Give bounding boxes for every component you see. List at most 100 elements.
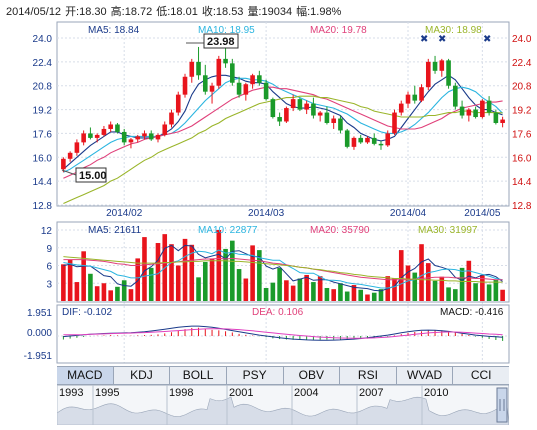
candlestick[interactable] xyxy=(142,130,147,140)
volume-bar[interactable] xyxy=(223,248,228,301)
candlestick[interactable] xyxy=(243,82,249,101)
volume-bar[interactable] xyxy=(344,291,350,301)
candlestick[interactable] xyxy=(311,97,316,119)
candlestick[interactable] xyxy=(344,128,350,149)
volume-bar[interactable] xyxy=(128,289,134,301)
volume-bar[interactable] xyxy=(405,265,411,302)
volume-bar[interactable] xyxy=(324,287,330,301)
volume-bar[interactable] xyxy=(142,237,147,301)
candlestick[interactable] xyxy=(263,79,269,101)
candlestick[interactable] xyxy=(162,121,168,137)
candlestick[interactable] xyxy=(182,73,188,98)
volume-bar[interactable] xyxy=(446,287,451,301)
volume-bar[interactable] xyxy=(317,276,323,301)
candlestick[interactable] xyxy=(439,58,445,77)
volume-bar[interactable] xyxy=(480,274,485,301)
candlestick[interactable] xyxy=(466,108,472,122)
volume-bar[interactable] xyxy=(74,282,80,301)
candlestick[interactable] xyxy=(453,82,458,110)
volume-bar[interactable] xyxy=(209,258,215,301)
candlestick[interactable] xyxy=(202,64,208,95)
volume-bar[interactable] xyxy=(331,289,336,301)
volume-bar[interactable] xyxy=(453,289,458,301)
volume-bar[interactable] xyxy=(67,259,73,301)
volume-bar[interactable] xyxy=(486,284,492,301)
candlestick[interactable] xyxy=(236,76,242,98)
volume-bar[interactable] xyxy=(412,272,418,301)
volume-bar[interactable] xyxy=(189,244,195,301)
candlestick[interactable] xyxy=(446,58,451,89)
candlestick[interactable] xyxy=(88,127,93,140)
volume-bar[interactable] xyxy=(115,286,120,301)
candlestick[interactable] xyxy=(459,100,465,119)
volume-bar[interactable] xyxy=(371,292,377,301)
event-star-icon[interactable]: ✖ xyxy=(483,34,491,45)
candlestick[interactable] xyxy=(432,55,438,74)
candlestick[interactable] xyxy=(74,139,80,156)
candlestick[interactable] xyxy=(385,130,391,147)
volume-bar[interactable] xyxy=(121,280,127,301)
candlestick[interactable] xyxy=(108,121,113,132)
volume-bar[interactable] xyxy=(216,230,222,301)
tab-kdj[interactable]: KDJ xyxy=(114,367,171,384)
volume-bar[interactable] xyxy=(419,244,424,301)
tab-cci[interactable]: CCI xyxy=(470,368,492,382)
candlestick[interactable] xyxy=(290,94,296,112)
candlestick[interactable] xyxy=(169,109,174,128)
candlestick[interactable] xyxy=(135,134,141,143)
candlestick[interactable] xyxy=(378,140,384,150)
candlestick[interactable] xyxy=(493,109,499,125)
candlestick[interactable] xyxy=(270,97,276,119)
volume-bar[interactable] xyxy=(196,277,201,301)
candlestick[interactable] xyxy=(324,106,330,125)
volume-bar[interactable] xyxy=(175,265,181,302)
candlestick[interactable] xyxy=(412,85,418,104)
volume-bar[interactable] xyxy=(236,269,242,301)
candlestick[interactable] xyxy=(331,115,336,129)
tab-macd[interactable]: MACD xyxy=(57,367,114,384)
volume-bar[interactable] xyxy=(277,267,282,301)
candlestick[interactable] xyxy=(304,100,309,115)
candlestick[interactable] xyxy=(284,106,289,123)
candlestick[interactable] xyxy=(419,84,424,103)
volume-bar[interactable] xyxy=(493,279,499,301)
volume-bar[interactable] xyxy=(108,290,113,301)
candlestick[interactable] xyxy=(405,91,411,109)
volume-bar[interactable] xyxy=(182,238,188,301)
candlestick[interactable] xyxy=(128,137,134,149)
volume-bar[interactable] xyxy=(358,289,364,301)
volume-bar[interactable] xyxy=(101,283,107,301)
volume-bar[interactable] xyxy=(297,278,303,301)
volume-bar[interactable] xyxy=(202,261,208,301)
volume-bar[interactable] xyxy=(338,283,343,301)
candlestick[interactable] xyxy=(486,96,492,116)
candlestick[interactable] xyxy=(392,109,397,135)
candlestick[interactable] xyxy=(81,130,86,146)
candlestick[interactable] xyxy=(398,100,404,116)
volume-bar[interactable] xyxy=(155,243,161,301)
candlestick[interactable] xyxy=(425,58,431,91)
volume-bar[interactable] xyxy=(81,251,86,301)
volume-bar[interactable] xyxy=(439,276,445,301)
candlestick[interactable] xyxy=(121,128,127,146)
volume-bar[interactable] xyxy=(169,244,174,301)
volume-bar[interactable] xyxy=(432,280,438,301)
candlestick[interactable] xyxy=(257,70,262,86)
stock-chart[interactable]: 24.0 24.0 22.4 22.4 20.8 20.8 19.2 19.2 17.6 17.6… xyxy=(0,0,537,366)
volume-bar[interactable] xyxy=(304,274,309,301)
candlestick[interactable] xyxy=(297,97,303,112)
candlestick[interactable] xyxy=(148,130,154,141)
volume-bar[interactable] xyxy=(351,285,357,301)
volume-bar[interactable] xyxy=(290,285,296,301)
volume-bar[interactable] xyxy=(365,294,370,301)
volume-bar[interactable] xyxy=(473,283,478,301)
volume-bar[interactable] xyxy=(263,287,269,301)
volume-bar[interactable] xyxy=(398,250,404,301)
volume-bar[interactable] xyxy=(392,278,397,301)
candlestick[interactable] xyxy=(216,55,222,89)
candlestick[interactable] xyxy=(209,82,215,104)
volume-bar[interactable] xyxy=(148,267,154,301)
volume-bar[interactable] xyxy=(466,260,472,301)
volume-bar[interactable] xyxy=(243,278,249,301)
candlestick[interactable] xyxy=(480,99,485,119)
